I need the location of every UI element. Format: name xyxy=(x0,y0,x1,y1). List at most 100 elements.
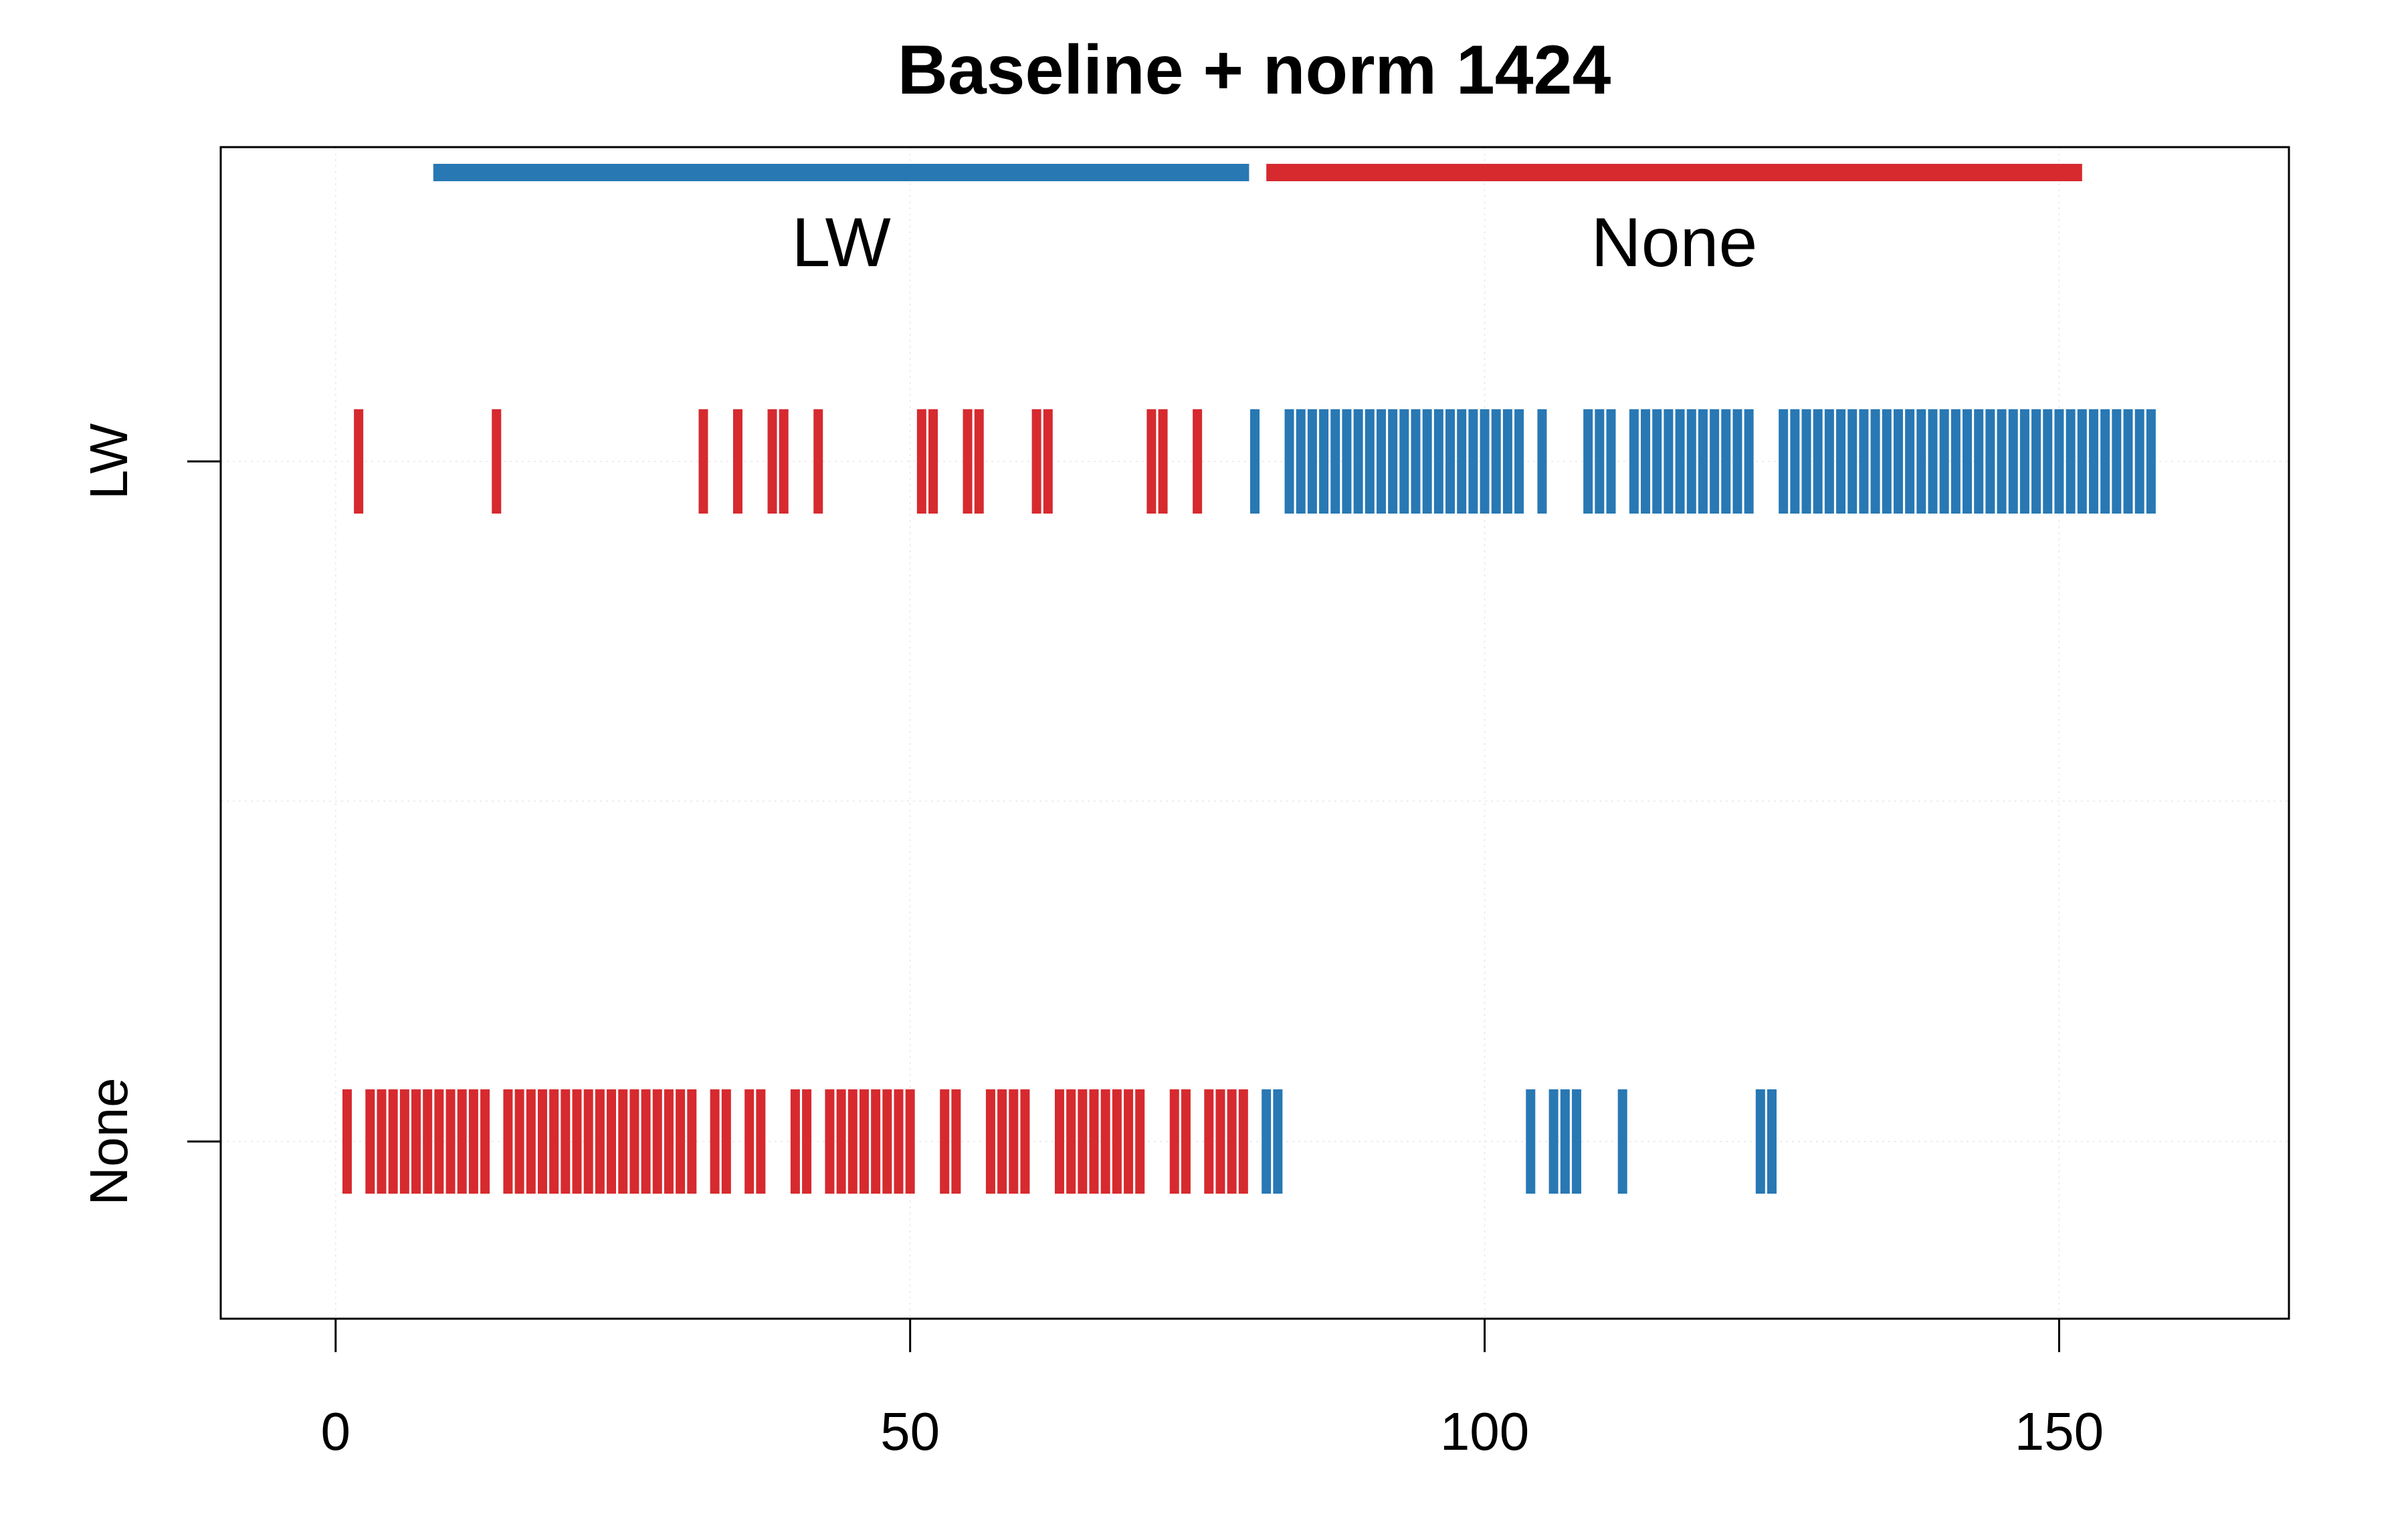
mark-lw xyxy=(1043,409,1053,514)
mark-none xyxy=(1227,1089,1237,1194)
mark-none xyxy=(434,1089,444,1194)
mark-lw xyxy=(1721,409,1731,514)
mark-none xyxy=(629,1089,639,1194)
mark-none xyxy=(652,1089,662,1194)
x-tick-label: 150 xyxy=(2015,1402,2104,1461)
mark-none xyxy=(1215,1089,1225,1194)
mark-lw xyxy=(1859,409,1869,514)
mark-none xyxy=(1238,1089,1248,1194)
mark-lw xyxy=(1801,409,1811,514)
mark-none xyxy=(1548,1089,1559,1194)
mark-lw xyxy=(492,409,502,514)
mark-none xyxy=(1124,1089,1134,1194)
mark-none xyxy=(1112,1089,1122,1194)
mark-none xyxy=(894,1089,904,1194)
mark-lw xyxy=(1480,409,1490,514)
mark-lw xyxy=(2077,409,2087,514)
mark-none xyxy=(790,1089,800,1194)
mark-lw xyxy=(963,409,973,514)
mark-lw xyxy=(2066,409,2076,514)
mark-lw xyxy=(1652,409,1662,514)
mark-lw xyxy=(1847,409,1858,514)
mark-none xyxy=(365,1089,375,1194)
mark-none xyxy=(951,1089,961,1194)
mark-none xyxy=(1526,1089,1536,1194)
mark-none xyxy=(882,1089,892,1194)
mark-none xyxy=(595,1089,605,1194)
x-tick-label: 0 xyxy=(321,1402,351,1461)
mark-none xyxy=(1560,1089,1570,1194)
mark-none xyxy=(457,1089,467,1194)
mark-lw xyxy=(1514,409,1524,514)
mark-none xyxy=(940,1089,950,1194)
mark-none xyxy=(503,1089,513,1194)
mark-none xyxy=(411,1089,421,1194)
y-tick-label: None xyxy=(79,1077,138,1205)
mark-lw xyxy=(1158,409,1168,514)
mark-none xyxy=(423,1089,433,1194)
mark-none xyxy=(721,1089,731,1194)
mark-lw xyxy=(1893,409,1903,514)
mark-lw xyxy=(1779,409,1789,514)
mark-lw xyxy=(1606,409,1616,514)
mark-lw xyxy=(1698,409,1708,514)
mark-lw xyxy=(928,409,938,514)
chart-title: Baseline + norm 1424 xyxy=(898,31,1611,109)
mark-none xyxy=(388,1089,398,1194)
mark-none xyxy=(445,1089,456,1194)
mark-lw xyxy=(1710,409,1720,514)
mark-none xyxy=(1100,1089,1110,1194)
mark-none xyxy=(1571,1089,1581,1194)
mark-lw xyxy=(1445,409,1456,514)
mark-none xyxy=(710,1089,720,1194)
mark-none xyxy=(583,1089,593,1194)
axes: 0 50 100 150 LW None xyxy=(79,423,2104,1461)
mark-lw xyxy=(2031,409,2041,514)
mark-lw xyxy=(1502,409,1512,514)
mark-lw xyxy=(1468,409,1478,514)
mark-lw xyxy=(2123,409,2133,514)
mark-lw xyxy=(1399,409,1409,514)
mark-none xyxy=(871,1089,881,1194)
mark-none xyxy=(514,1089,524,1194)
mark-none xyxy=(905,1089,915,1194)
mark-lw xyxy=(2019,409,2029,514)
mark-none xyxy=(572,1089,582,1194)
mark-none xyxy=(618,1089,628,1194)
group-label-lw: LW xyxy=(791,204,890,282)
mark-lw xyxy=(1963,409,1973,514)
mark-lw xyxy=(1422,409,1432,514)
mark-lw xyxy=(1905,409,1915,514)
mark-none xyxy=(802,1089,812,1194)
mark-none xyxy=(985,1089,995,1194)
mark-lw xyxy=(1376,409,1386,514)
mark-none xyxy=(549,1089,559,1194)
mark-lw xyxy=(1939,409,1949,514)
mark-none xyxy=(1089,1089,1099,1194)
mark-none xyxy=(377,1089,387,1194)
mark-lw xyxy=(1641,409,1651,514)
mark-lw xyxy=(916,409,926,514)
mark-lw xyxy=(1675,409,1685,514)
mark-none xyxy=(641,1089,651,1194)
mark-none xyxy=(1009,1089,1019,1194)
mark-lw xyxy=(1824,409,1834,514)
mark-none xyxy=(561,1089,571,1194)
mark-lw xyxy=(1882,409,1892,514)
mark-lw xyxy=(354,409,364,514)
mark-lw xyxy=(2008,409,2018,514)
mark-none xyxy=(1767,1089,1777,1194)
mark-lw xyxy=(1928,409,1938,514)
mark-none xyxy=(468,1089,478,1194)
mark-lw xyxy=(1193,409,1203,514)
mark-lw xyxy=(1031,409,1041,514)
mark-lw xyxy=(1836,409,1846,514)
mark-lw xyxy=(1433,409,1443,514)
mark-lw xyxy=(1664,409,1674,514)
mark-lw xyxy=(1629,409,1639,514)
mark-none xyxy=(676,1089,686,1194)
mark-lw xyxy=(2043,409,2053,514)
mark-none xyxy=(480,1089,490,1194)
mark-none xyxy=(1262,1089,1272,1194)
